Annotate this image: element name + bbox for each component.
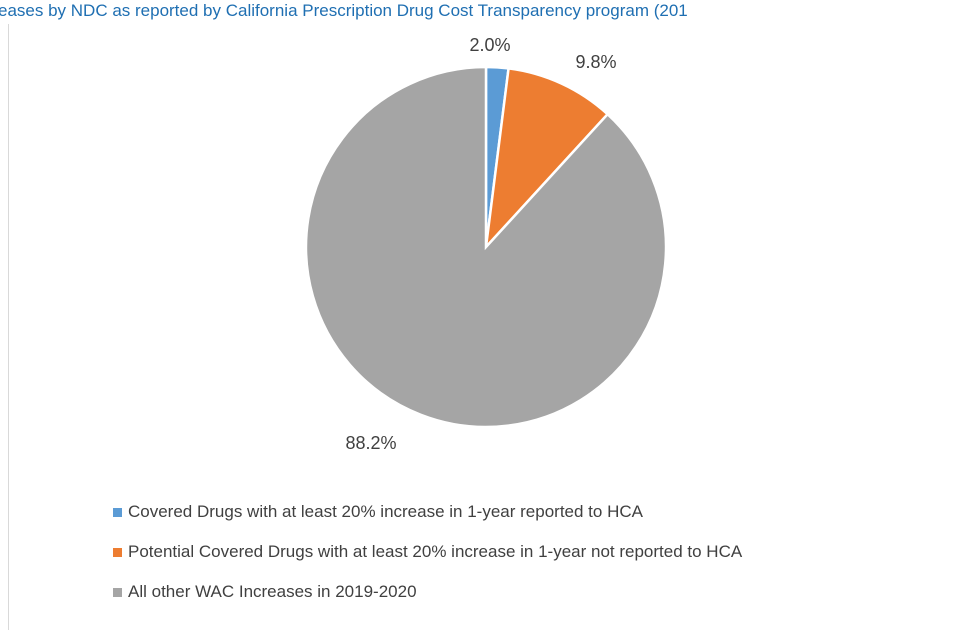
- data-label-1: 2.0%: [469, 35, 510, 55]
- chart-title: eases by NDC as reported by California P…: [0, 1, 688, 20]
- chart-legend: Covered Drugs with at least 20% increase…: [113, 501, 742, 621]
- legend-label: Potential Covered Drugs with at least 20…: [128, 542, 743, 561]
- legend-item-3: All other WAC Increases in 2019-2020: [113, 581, 742, 603]
- data-label-3: 88.2%: [345, 433, 396, 453]
- legend-label: All other WAC Increases in 2019-2020: [128, 582, 417, 601]
- legend-label: Covered Drugs with at least 20% increase…: [128, 502, 643, 521]
- chart-frame-border: [8, 24, 9, 630]
- pie-chart: 2.0% 9.8% 88.2%: [304, 35, 668, 453]
- chart-title-bar: eases by NDC as reported by California P…: [0, 0, 954, 22]
- legend-item-2: Potential Covered Drugs with at least 20…: [113, 541, 742, 563]
- pie-slice-2: [484, 67, 610, 251]
- legend-swatch: [113, 587, 122, 597]
- pie-slice-3: [304, 65, 668, 429]
- legend-item-1: Covered Drugs with at least 20% increase…: [113, 501, 742, 523]
- legend-swatch: [113, 507, 122, 517]
- legend-swatch: [113, 547, 122, 557]
- data-label-2: 9.8%: [575, 52, 616, 72]
